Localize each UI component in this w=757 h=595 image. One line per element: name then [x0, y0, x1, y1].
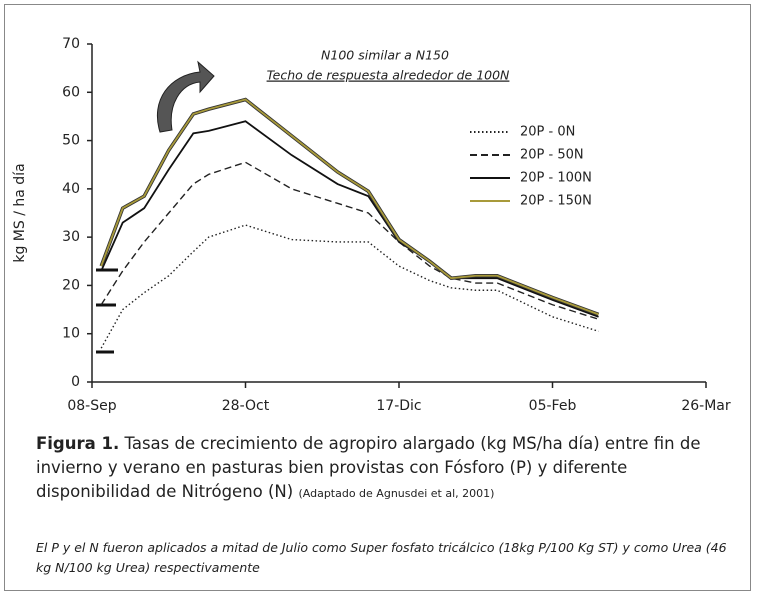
legend-label: 20P - 50N — [520, 148, 584, 163]
note: El P y el N fueron aplicados a mitad de … — [36, 538, 736, 578]
x-tick-label: 26-Mar — [681, 398, 731, 414]
chart: kg MS / ha día N100 similar a N150 Techo… — [0, 0, 757, 430]
legend-label: 20P - 100N — [520, 171, 592, 186]
annotation: Techo de respuesta alrededor de 100N — [267, 68, 510, 83]
y-tick-label: 70 — [62, 36, 80, 52]
page: kg MS / ha día N100 similar a N150 Techo… — [0, 0, 757, 595]
y-axis-label: kg MS / ha día — [12, 163, 28, 262]
y-tick-label: 0 — [71, 374, 80, 390]
y-tick-label: 40 — [62, 181, 80, 197]
series-line — [101, 162, 598, 319]
y-tick-label: 60 — [62, 84, 80, 100]
legend-label: 20P - 0N — [520, 125, 575, 140]
x-tick-label: 05-Feb — [529, 398, 577, 414]
x-tick-label: 28-Oct — [222, 398, 270, 414]
caption-source: (Adaptado de Agnusdei et al, 2001) — [298, 487, 494, 500]
legend-label: 20P - 150N — [520, 194, 592, 209]
y-tick-label: 20 — [62, 277, 80, 293]
caption-label: Figura 1. — [36, 434, 119, 453]
y-tick-label: 30 — [62, 229, 80, 245]
caption: Figura 1. Tasas de crecimiento de agropi… — [36, 432, 726, 506]
y-tick-label: 10 — [62, 326, 80, 342]
annotation: N100 similar a N150 — [321, 48, 449, 63]
x-tick-label: 17-Dic — [376, 398, 421, 414]
y-tick-label: 50 — [62, 133, 80, 149]
x-tick-label: 08-Sep — [67, 398, 116, 414]
arrow-icon — [157, 62, 214, 132]
